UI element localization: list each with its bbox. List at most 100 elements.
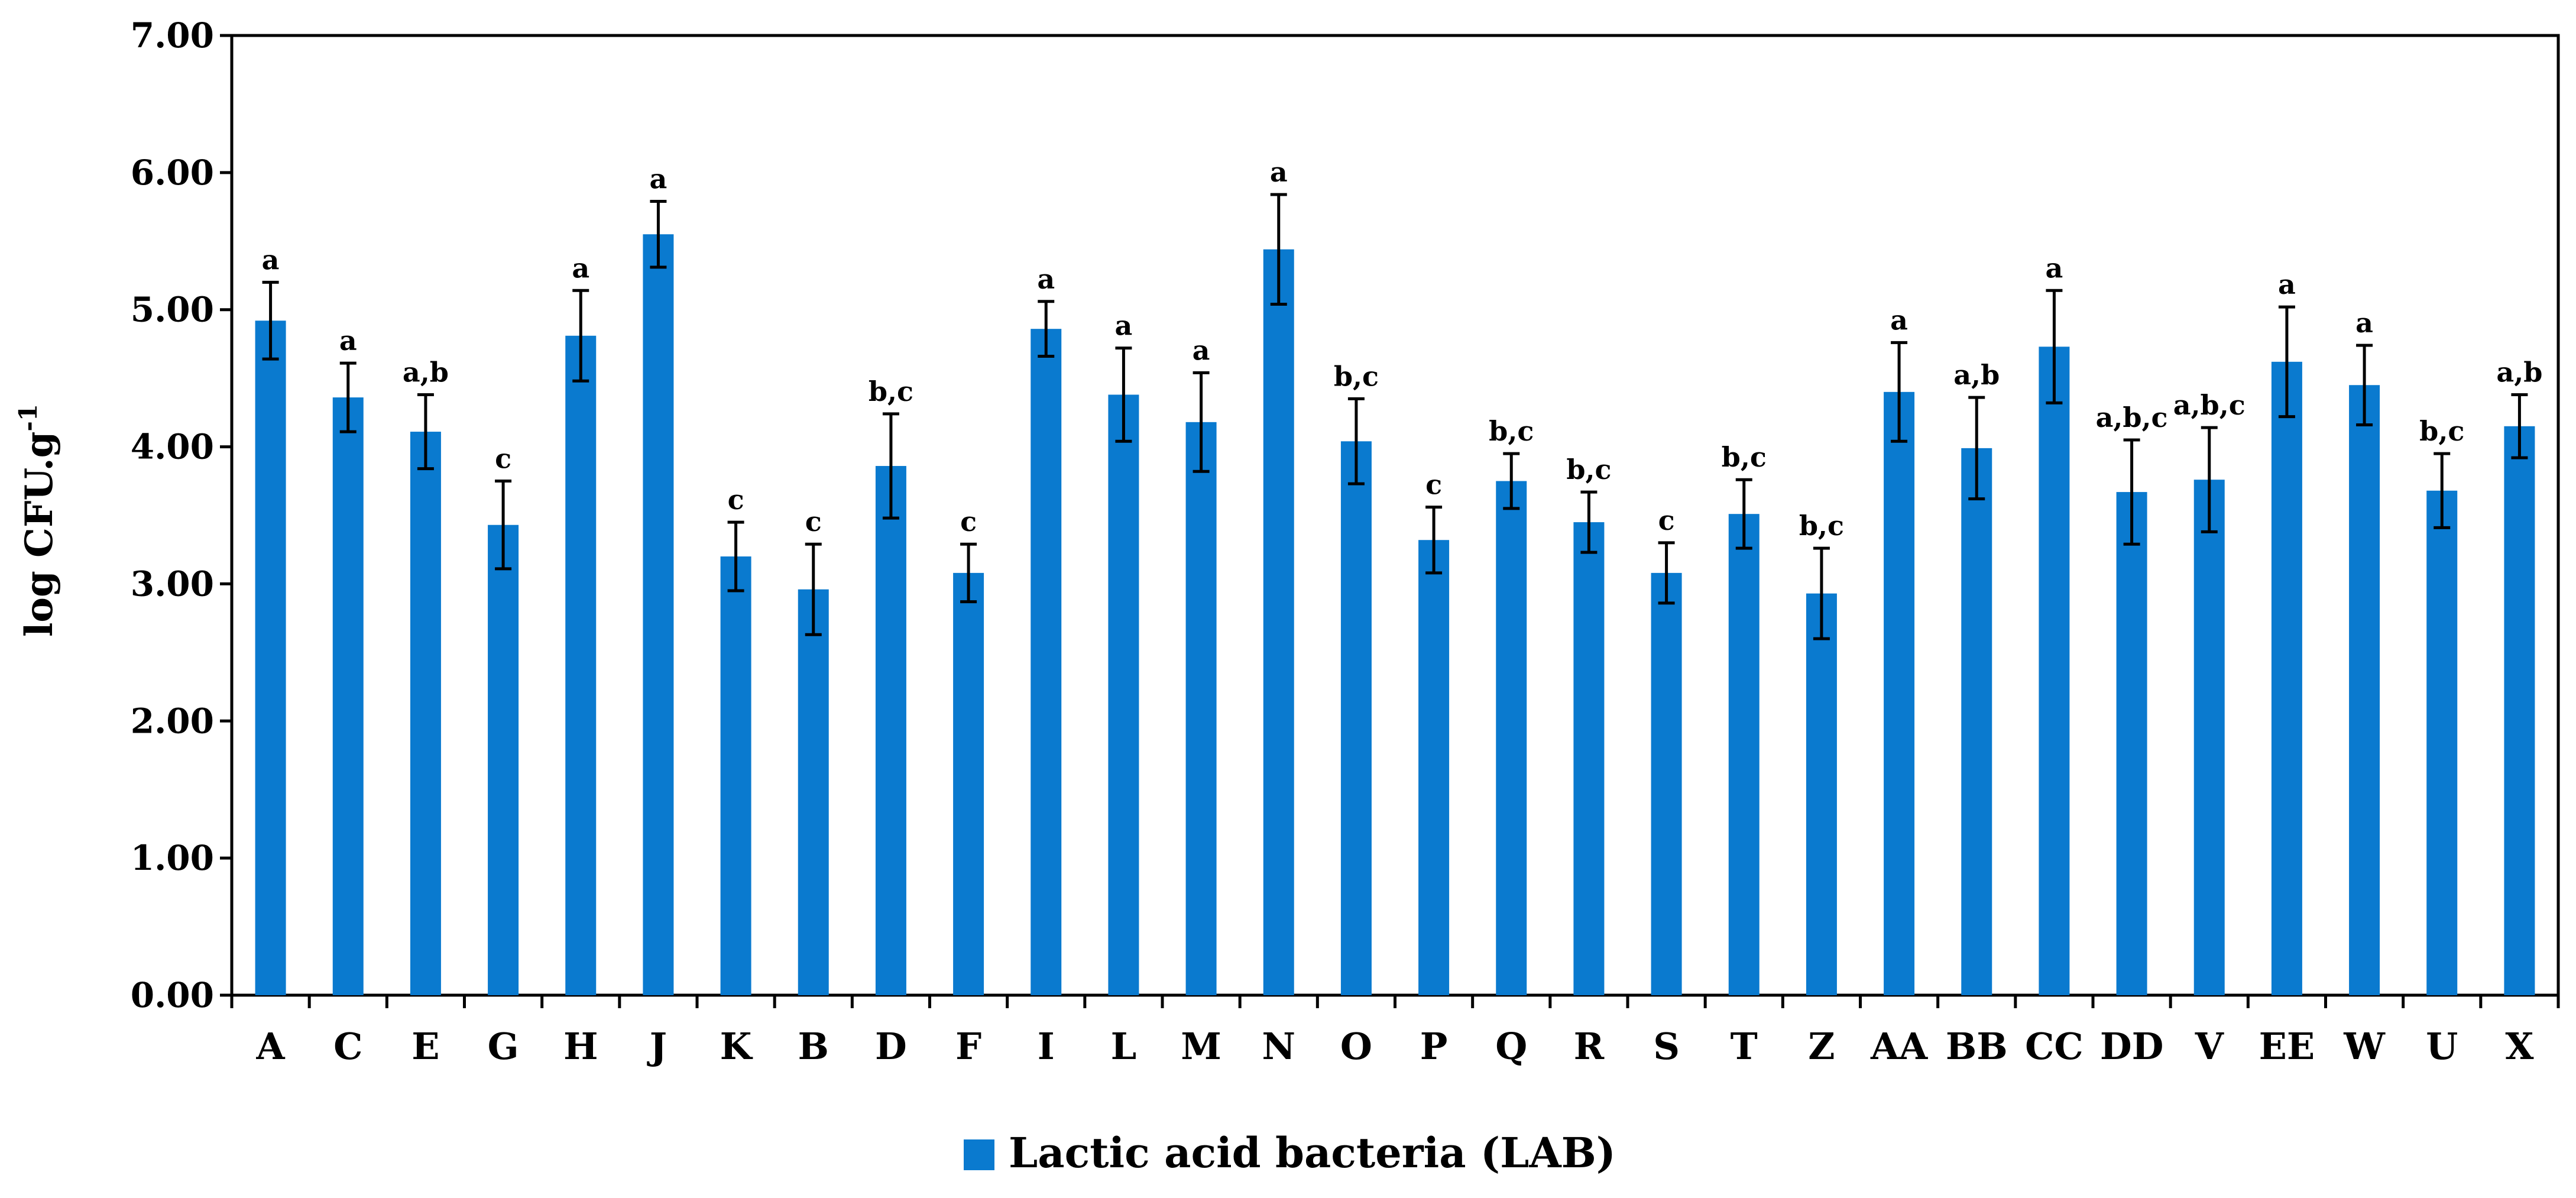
x-tick-label: V	[2195, 1025, 2224, 1068]
x-tick-label: CC	[2025, 1025, 2084, 1068]
bar	[875, 466, 906, 995]
x-tick-label: AA	[1870, 1025, 1928, 1068]
significance-label: b,c	[1566, 454, 1611, 485]
bar	[720, 556, 751, 995]
x-tick-label: Z	[1808, 1025, 1835, 1068]
y-tick-label: 7.00	[131, 15, 214, 56]
x-tick-label: L	[1111, 1025, 1137, 1068]
significance-label: a	[1890, 304, 1908, 336]
x-tick-label: X	[2505, 1025, 2534, 1068]
x-tick-label: Q	[1495, 1025, 1527, 1068]
plot-area: 0.00 1.00 2.00 3.00 4.00 5.00 6.00 7.00 a Aa Ca,b E…	[131, 15, 2560, 1068]
significance-label: a	[2278, 268, 2296, 300]
significance-label: c	[805, 506, 822, 538]
significance-label: c	[728, 484, 744, 516]
x-tick-label: T	[1731, 1025, 1758, 1068]
significance-label: a	[1037, 263, 1055, 295]
significance-label: a,b,c	[2096, 402, 2168, 433]
y-tick-label: 6.00	[131, 153, 214, 193]
x-tick-label: J	[647, 1025, 667, 1068]
significance-label: b,c	[1722, 441, 1767, 473]
significance-label: b,c	[1334, 360, 1379, 392]
x-tick-label: M	[1181, 1025, 1221, 1068]
bar	[1961, 448, 1992, 995]
x-tick-label: R	[1574, 1025, 1605, 1068]
significance-label: c	[1425, 469, 1442, 501]
y-axis-label-superscript: -1	[14, 404, 43, 432]
legend-swatch	[964, 1139, 994, 1170]
bar	[2271, 361, 2302, 995]
bar	[1185, 422, 1217, 995]
significance-label: a,b	[403, 356, 449, 388]
bar	[488, 524, 519, 995]
bar	[2349, 385, 2380, 995]
x-tick-label: A	[256, 1025, 286, 1068]
significance-label: a,b	[2496, 356, 2542, 388]
bar	[2193, 480, 2225, 995]
x-tick-label: F	[955, 1025, 981, 1068]
y-tick-label: 1.00	[131, 838, 214, 878]
legend: Lactic acid bacteria (LAB)	[964, 1128, 1616, 1177]
bar	[2116, 492, 2147, 995]
y-tick-label: 4.00	[131, 427, 214, 467]
bar	[1806, 593, 1837, 995]
bar	[255, 320, 286, 995]
significance-label: a	[1115, 310, 1133, 342]
y-tick-label: 2.00	[131, 701, 214, 741]
y-tick-label: 3.00	[131, 564, 214, 604]
y-axis-label-group: log CFU.g-1	[14, 404, 61, 637]
significance-label: b,c	[1489, 415, 1534, 447]
bar	[1651, 572, 1682, 995]
x-tick-label: N	[1262, 1025, 1295, 1068]
x-tick-label: W	[2343, 1025, 2386, 1068]
significance-label: a	[650, 163, 668, 195]
significance-label: a	[1193, 334, 1210, 366]
significance-label: a	[572, 252, 589, 284]
x-tick-label: U	[2426, 1025, 2458, 1068]
significance-label: a	[1270, 156, 1288, 188]
bar	[2039, 347, 2070, 996]
y-tick-label: 5.00	[131, 290, 214, 330]
x-tick-label: K	[720, 1025, 753, 1068]
bar	[1263, 249, 1294, 995]
bar	[953, 572, 984, 995]
significance-label: a	[2355, 307, 2373, 339]
bar	[565, 335, 597, 996]
x-tick-label: O	[1340, 1025, 1372, 1068]
y-tick-label: 0.00	[131, 975, 214, 1015]
bar	[1418, 540, 1450, 995]
significance-label: c	[1658, 504, 1675, 536]
x-tick-label: I	[1038, 1025, 1055, 1068]
significance-label: c	[960, 506, 977, 538]
significance-label: a	[2046, 252, 2063, 284]
bar	[1031, 329, 1062, 995]
x-tick-label: EE	[2259, 1025, 2315, 1068]
x-tick-label: C	[333, 1025, 362, 1068]
bar	[798, 589, 829, 995]
x-tick-label: G	[488, 1025, 519, 1068]
bar	[643, 234, 674, 995]
significance-label: a	[262, 244, 280, 276]
significance-label: c	[495, 443, 511, 475]
significance-label: a,b,c	[2173, 389, 2246, 421]
bar	[2426, 490, 2458, 995]
x-tick-label: E	[411, 1025, 439, 1068]
significance-label: a,b	[1953, 359, 2000, 391]
bar	[332, 397, 364, 995]
bar	[410, 432, 441, 995]
significance-label: b,c	[2419, 415, 2464, 447]
x-tick-label: P	[1420, 1025, 1448, 1068]
significance-label: b,c	[1799, 510, 1844, 542]
y-axis-label-text: log CFU.g	[17, 432, 61, 637]
x-tick-label: H	[563, 1025, 598, 1068]
bar	[1340, 441, 1372, 995]
x-tick-label: S	[1653, 1025, 1680, 1068]
bar	[1496, 481, 1527, 995]
bar	[1884, 391, 1915, 995]
bar	[1108, 394, 1139, 995]
bar	[1573, 522, 1605, 995]
x-tick-label: D	[875, 1025, 907, 1068]
bar	[1728, 514, 1760, 995]
